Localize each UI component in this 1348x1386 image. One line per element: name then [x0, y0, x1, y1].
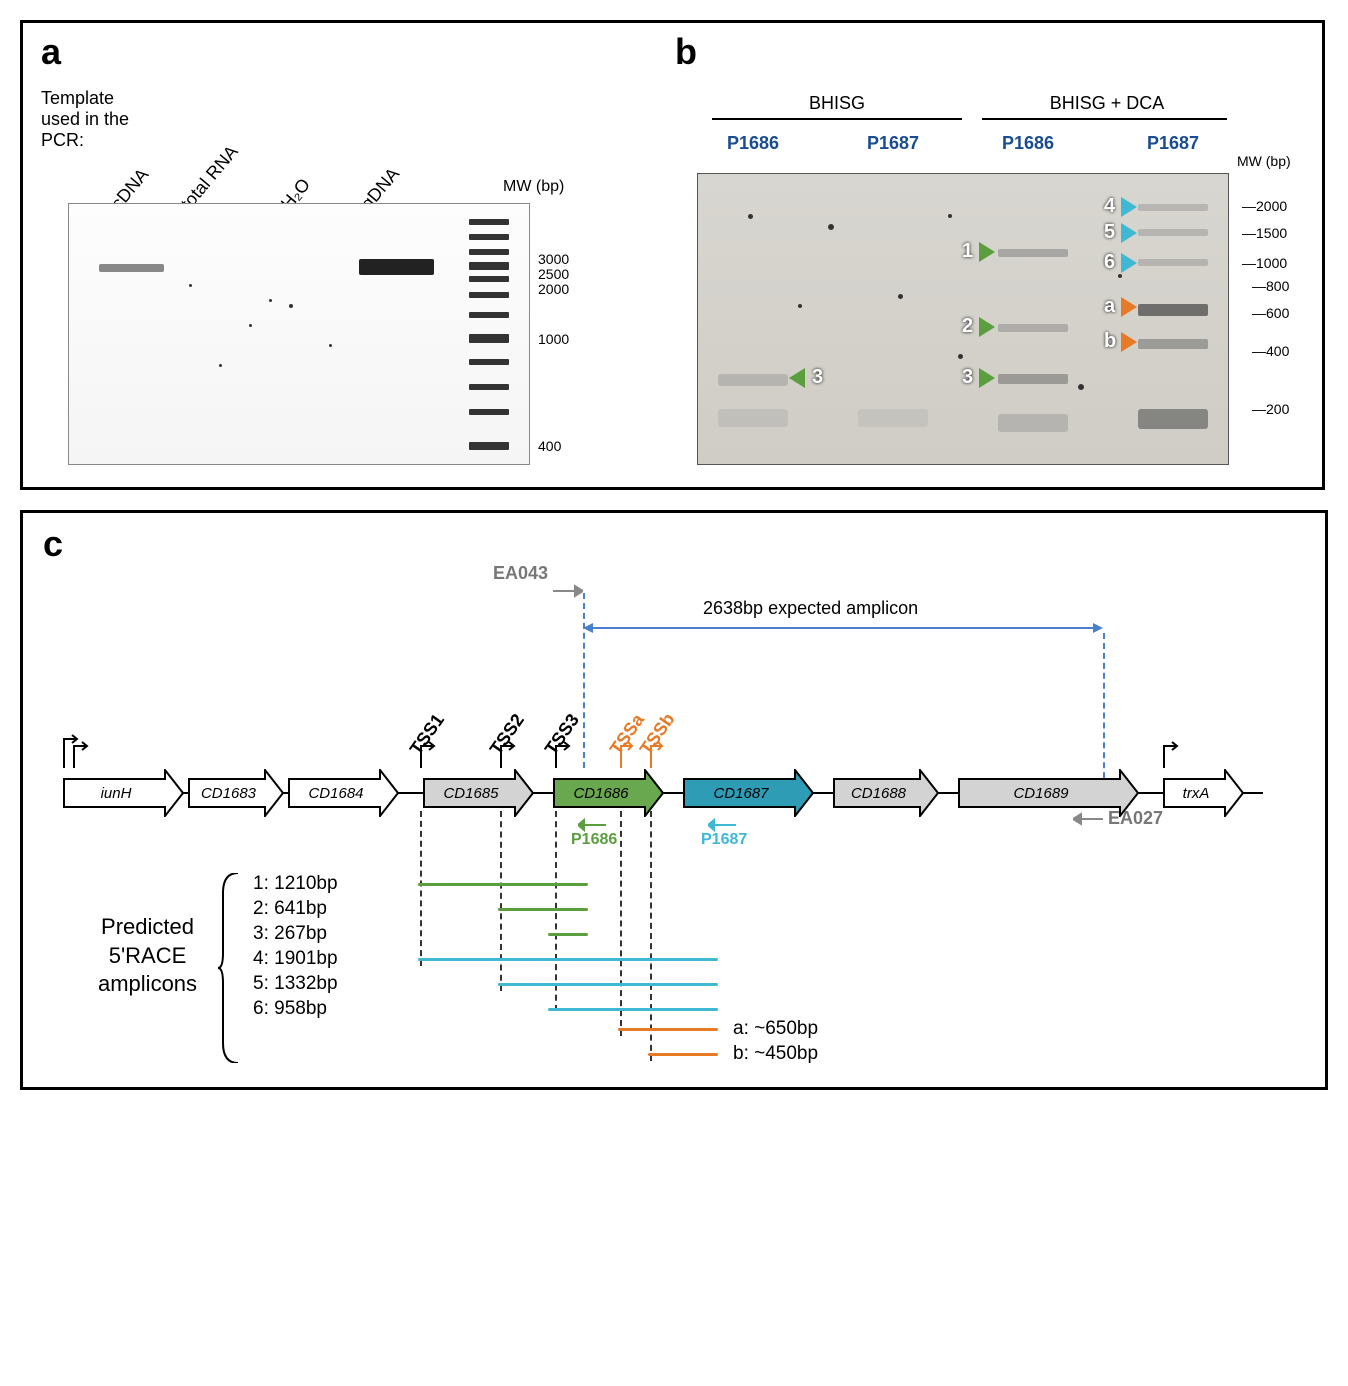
marker-4: 4: [1104, 195, 1115, 218]
amplicon-line: [618, 1028, 718, 1031]
primer-2: P1687: [867, 133, 919, 154]
amplicon-label: 4: 1901bp: [253, 948, 338, 970]
mw-2500: 2500: [538, 266, 569, 282]
mw-title-a: MW (bp): [503, 178, 564, 196]
svg-text:CD1687: CD1687: [713, 785, 769, 802]
svg-text:iunH: iunH: [101, 785, 132, 802]
mw-b-1500: —1500: [1242, 225, 1287, 241]
amplicon-line: [498, 908, 588, 911]
amplicon-line: [418, 883, 588, 886]
amplicon-label: b: ~450bp: [733, 1043, 818, 1065]
amplicon-label: a: ~650bp: [733, 1018, 818, 1040]
gene-CD1687: CD1687: [683, 769, 815, 817]
amplicon-span-icon: [583, 618, 1103, 638]
tri-cyan-icon: [1121, 223, 1137, 243]
mw-b-600: —600: [1252, 305, 1289, 321]
marker-2: 2: [962, 315, 973, 338]
panel-b: b BHISG BHISG + DCA P1686 P1687 P1686 P1…: [657, 20, 1325, 490]
marker-b: b: [1104, 330, 1116, 353]
amplicons-title: Predicted 5'RACE amplicons: [98, 913, 197, 999]
amplicon-label: 3: 267bp: [253, 923, 327, 945]
primer-4: P1687: [1147, 133, 1199, 154]
mw-400: 400: [538, 438, 561, 454]
marker-5: 5: [1104, 221, 1115, 244]
amplicon-label: 1: 1210bp: [253, 873, 338, 895]
svg-text:CD1685: CD1685: [443, 785, 499, 802]
mw-b-200: —200: [1252, 401, 1289, 417]
primer-p1686-icon: [578, 818, 606, 832]
mw-b-400: —400: [1252, 343, 1289, 359]
p1687-label: P1687: [701, 831, 747, 849]
amplicon-line: [548, 933, 588, 936]
svg-text:CD1684: CD1684: [308, 785, 363, 802]
panel-b-label: b: [675, 31, 697, 73]
svg-text:CD1686: CD1686: [573, 785, 629, 802]
mw-b-800: —800: [1252, 278, 1289, 294]
svg-text:CD1688: CD1688: [851, 785, 907, 802]
template-text: Template used in the PCR:: [41, 88, 129, 151]
primer-p1687-icon: [708, 818, 736, 832]
gene-trxA: trxA: [1163, 769, 1245, 817]
primer-1: P1686: [727, 133, 779, 154]
tri-orange-icon: [1121, 332, 1137, 352]
gene-iunH: iunH: [63, 769, 185, 817]
amplicon-text: 2638bp expected amplicon: [703, 598, 918, 619]
marker-3-left: 3: [812, 366, 823, 389]
gene-CD1685: CD1685: [423, 769, 535, 817]
primer-3: P1686: [1002, 133, 1054, 154]
panel-c: c EA043 2638bp expected amplicon EA027 T…: [20, 510, 1328, 1090]
marker-6: 6: [1104, 251, 1115, 274]
gel-image-a: [68, 203, 530, 465]
panel-c-label: c: [43, 523, 63, 565]
band-cdna: [99, 264, 164, 272]
panel-a: a Template used in the PCR: cDNA total R…: [20, 20, 660, 490]
gene-CD1684: CD1684: [288, 769, 400, 817]
mw-2000: 2000: [538, 281, 569, 297]
gene-CD1686: CD1686: [553, 769, 665, 817]
gene-arrows: iunH CD1683 CD1684 CD1685 CD1686 CD1687 CD1688…: [63, 768, 1283, 818]
amplicon-label: 2: 641bp: [253, 898, 327, 920]
mw-b-1000: —1000: [1242, 255, 1287, 271]
cond-bhisg: BHISG: [747, 93, 927, 114]
mw-1000: 1000: [538, 331, 569, 347]
primer-arrow-icon: [553, 583, 583, 598]
svg-text:CD1683: CD1683: [201, 785, 257, 802]
bracket-icon: [218, 873, 243, 1063]
gene-CD1683: CD1683: [188, 769, 285, 817]
tri-green-icon: [979, 317, 995, 337]
svg-text:trxA: trxA: [1183, 785, 1210, 802]
marker-3: 3: [962, 366, 973, 389]
tri-cyan-icon: [1121, 197, 1137, 217]
amplicon-line: [498, 983, 718, 986]
mw-title-b: MW (bp): [1237, 153, 1291, 169]
tri-orange-icon: [1121, 297, 1137, 317]
tri-green-icon: [979, 368, 995, 388]
ea043-label: EA043: [493, 563, 548, 584]
cond-bhisg-dca: BHISG + DCA: [997, 93, 1217, 114]
mw-3000: 3000: [538, 251, 569, 267]
panel-a-label: a: [41, 31, 61, 73]
p1686-label: P1686: [571, 831, 617, 849]
gene-CD1689: CD1689: [958, 769, 1140, 817]
amplicon-label: 5: 1332bp: [253, 973, 338, 995]
amplicon-line: [548, 1008, 718, 1011]
tri-green-icon: [979, 242, 995, 262]
gene-CD1688: CD1688: [833, 769, 940, 817]
mw-b-2000: —2000: [1242, 198, 1287, 214]
svg-text:CD1689: CD1689: [1013, 785, 1069, 802]
band-gdna: [359, 259, 434, 275]
tri-cyan-icon: [1121, 253, 1137, 273]
amplicon-line: [418, 958, 718, 961]
amplicon-label: 6: 958bp: [253, 998, 327, 1020]
amplicon-line: [648, 1053, 718, 1056]
marker-a: a: [1104, 295, 1115, 318]
marker-1: 1: [962, 240, 973, 263]
tri-green-icon: [789, 368, 805, 388]
